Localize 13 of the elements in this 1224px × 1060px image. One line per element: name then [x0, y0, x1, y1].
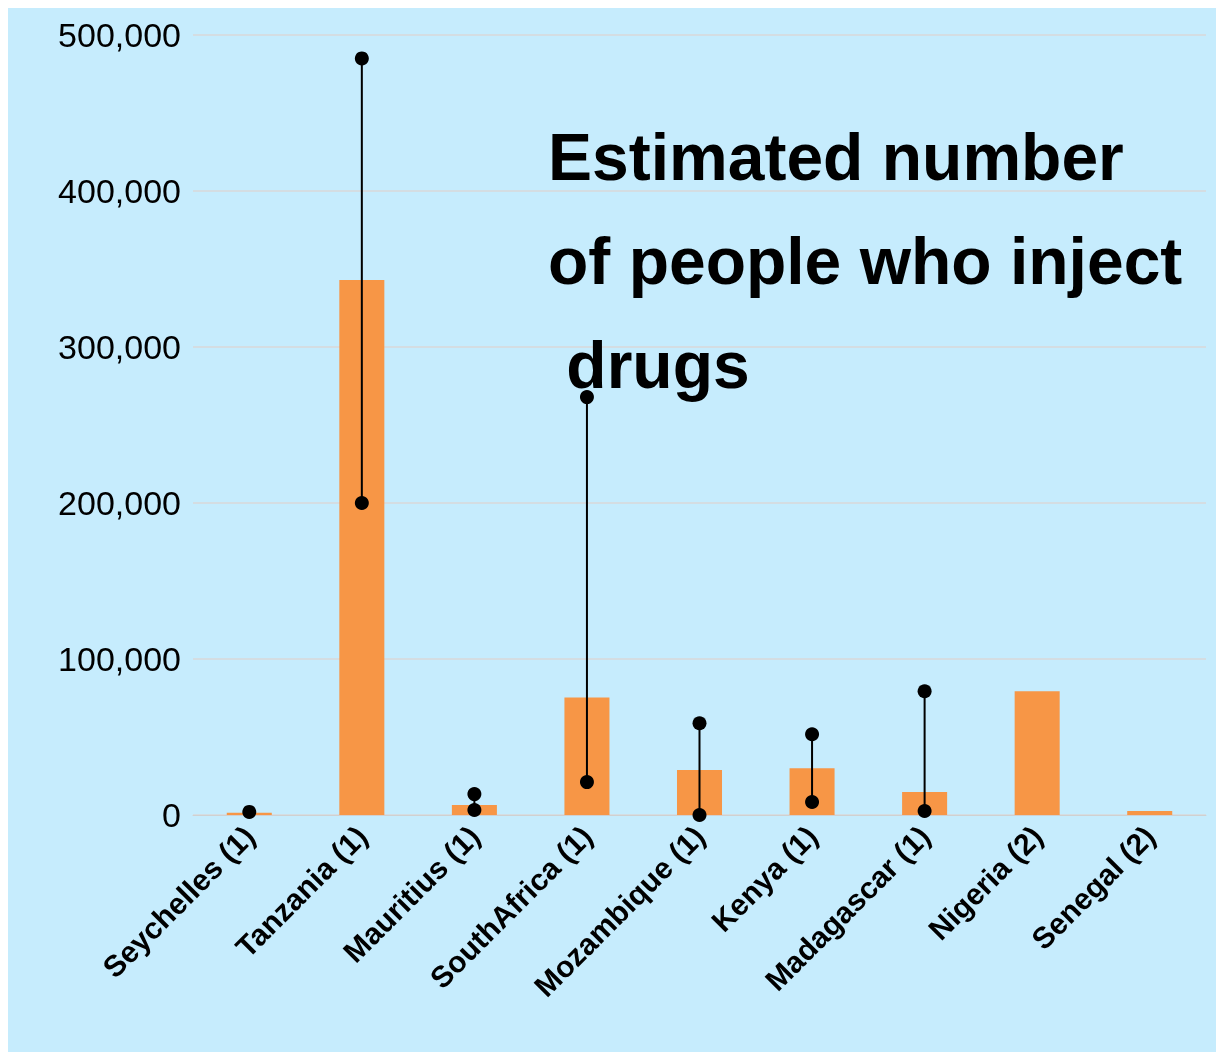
bar: [676, 770, 723, 815]
y-tick-label: 200,000: [58, 484, 181, 522]
y-tick-label: 400,000: [58, 172, 181, 210]
y-tick-label: 300,000: [58, 328, 181, 366]
y-tick-label: 500,000: [58, 16, 181, 54]
bar: [1127, 810, 1173, 815]
text: Estimated number of people who inject drugs: [548, 120, 1183, 402]
bar: [339, 279, 385, 815]
y-tick-label: 0: [162, 796, 181, 834]
y-tick-label: 100,000: [58, 640, 181, 678]
bar: [1014, 691, 1060, 815]
bar: [789, 768, 835, 815]
bar: [564, 697, 610, 815]
